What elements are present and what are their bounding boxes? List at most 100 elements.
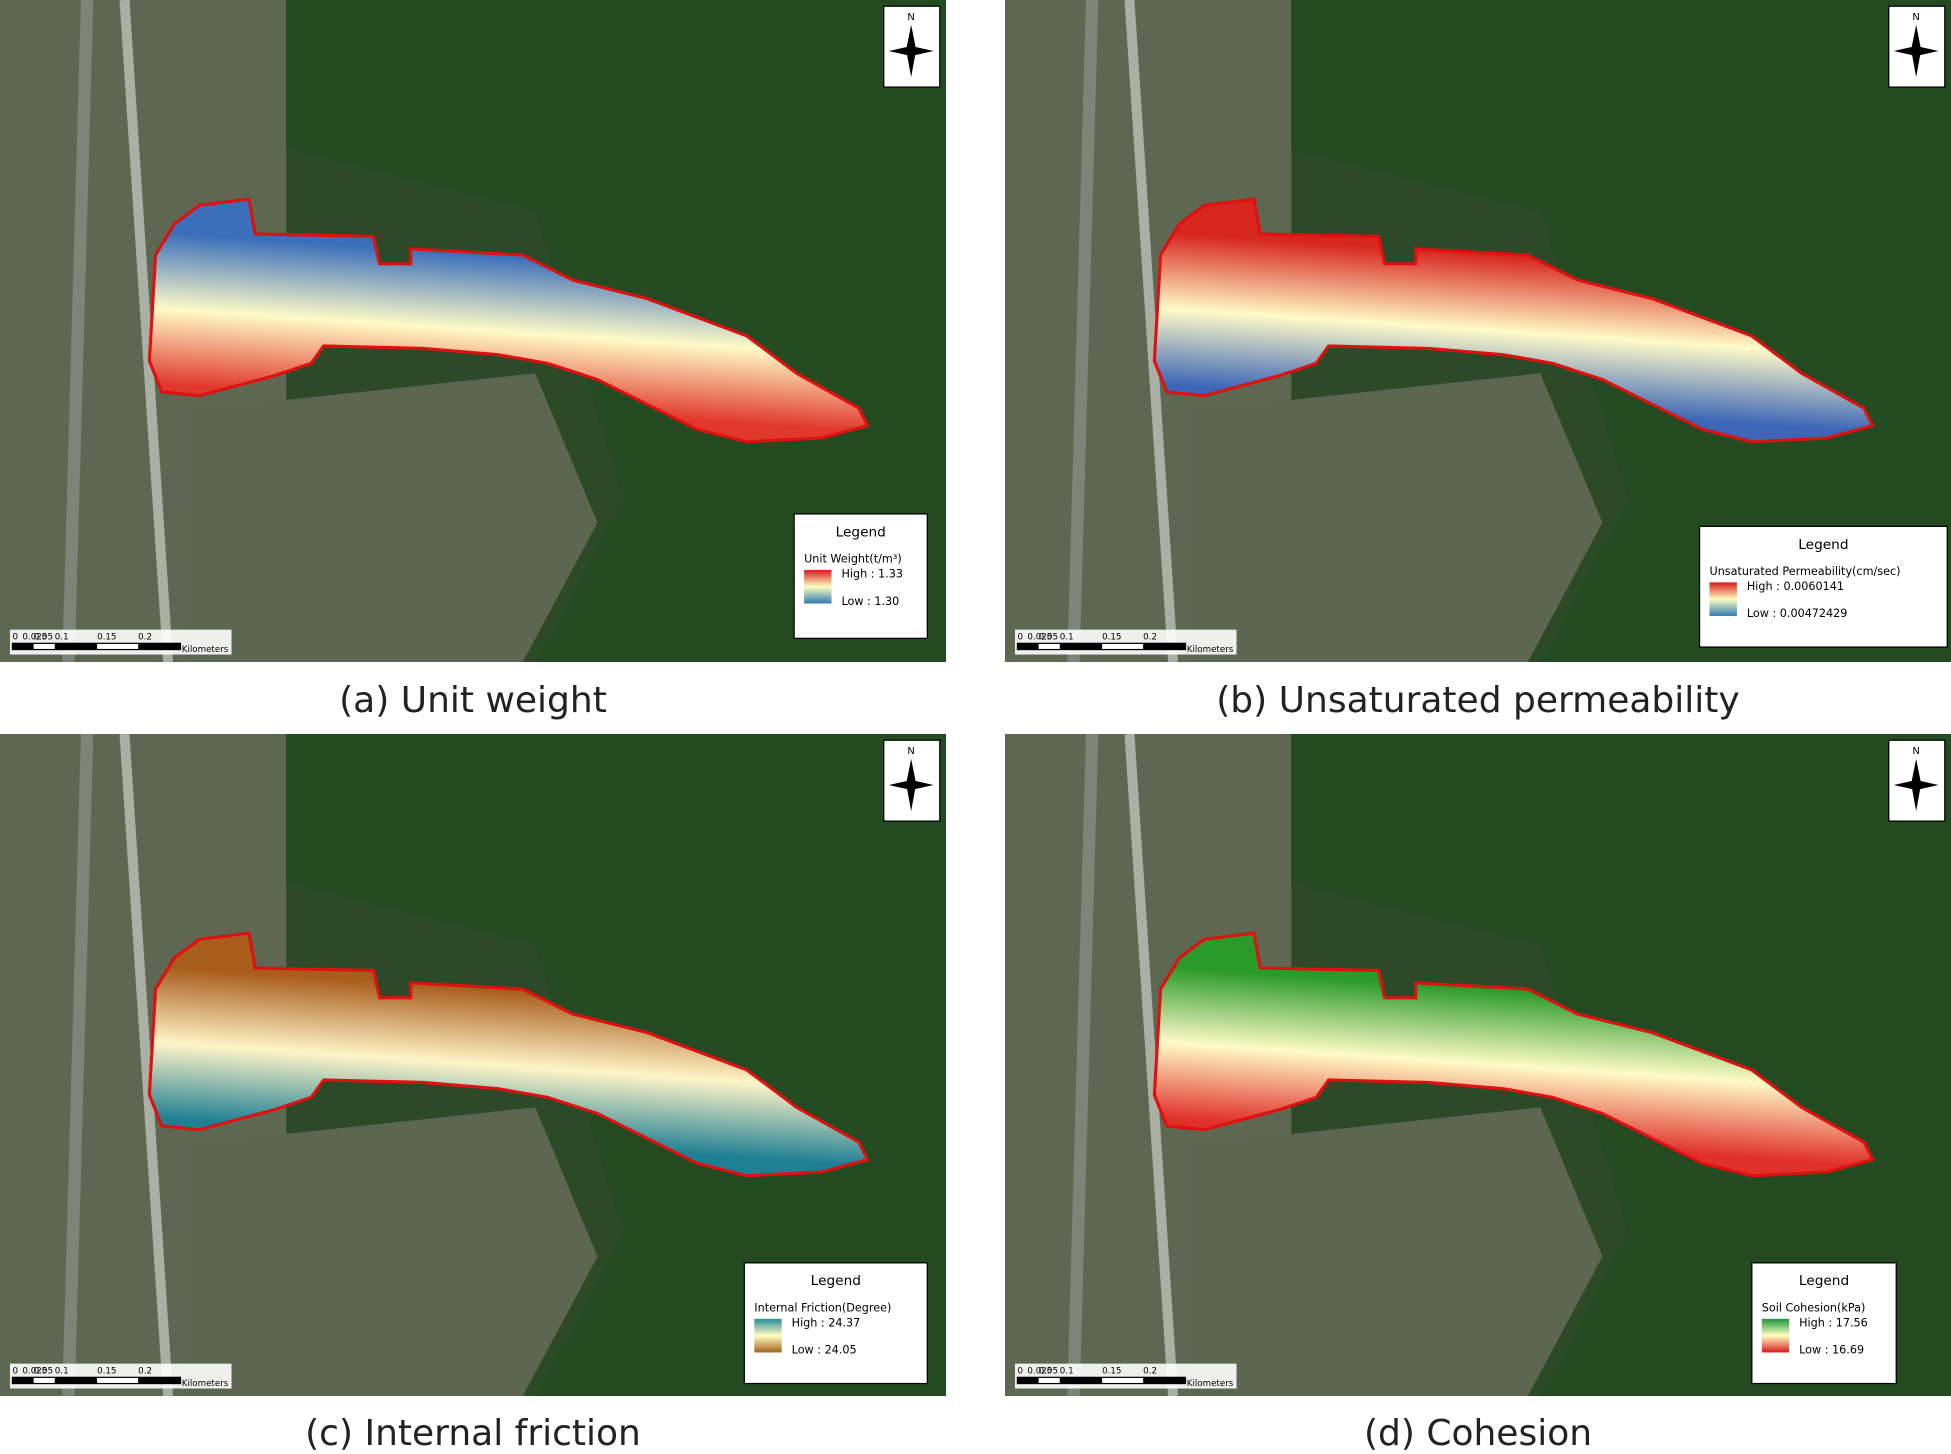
legend-box [1698, 525, 1948, 648]
road [1124, 733, 1179, 1397]
scale-bar [12, 1377, 34, 1384]
legend-ramp [754, 1318, 782, 1353]
scale-bar [54, 1377, 98, 1384]
scale-label: 0.025 [1027, 633, 1052, 643]
legend-low: Low : 1.30 [841, 595, 899, 608]
north-arrow [1893, 24, 1939, 78]
north-label: N [907, 746, 914, 757]
legend-title: Legend [1799, 1273, 1849, 1289]
legend-low: Low : 16.69 [1799, 1344, 1864, 1357]
north-label: N [1912, 746, 1919, 757]
map-panel: N 0 0.025 0.05 0.1 0.15 0.2 Kilometers Legend Soi… [1005, 733, 1951, 1397]
scale-label: 0.15 [97, 633, 116, 643]
scale-bar [1059, 1377, 1103, 1384]
scale-label: 0.2 [138, 633, 152, 643]
legend-title: Legend [836, 524, 886, 540]
scale-bar [1017, 643, 1039, 650]
legend-ramp [1761, 1318, 1790, 1353]
scale-label: 0.1 [55, 633, 69, 643]
scale-label: 0.2 [1143, 1367, 1157, 1377]
scale-label: 0.1 [55, 1367, 69, 1377]
railway [62, 0, 94, 663]
study-area [147, 931, 870, 1178]
legend-title: Legend [1798, 537, 1848, 553]
scale-bar [1143, 1377, 1186, 1384]
scale-bg [9, 1363, 232, 1389]
map-panel: N 0 0.025 0.05 0.1 0.15 0.2 Kilometers Legend Uns… [1005, 0, 1951, 663]
scale-bar [1143, 643, 1186, 650]
scale-label: 0.1 [1060, 633, 1074, 643]
scale-label: 0.025 [1027, 1367, 1052, 1377]
railway [1067, 733, 1099, 1397]
road [1124, 0, 1179, 663]
legend-field: Unsaturated Permeability(cm/sec) [1710, 565, 1901, 578]
north-arrow [888, 24, 934, 78]
north-label: N [907, 12, 914, 23]
scale-label: 0 [1017, 633, 1023, 643]
scale-label: 0.025 [22, 1367, 47, 1377]
legend-field: Internal Friction(Degree) [754, 1301, 891, 1314]
study-area [1152, 931, 1875, 1178]
caption: (b) Unsaturated permeability [1216, 680, 1740, 721]
map-panel: N 0 0.025 0.05 0.1 0.15 0.2 Kilometers Legend Uni… [0, 0, 947, 663]
legend-high: High : 1.33 [841, 567, 903, 580]
legend-ramp [1709, 582, 1737, 616]
legend-field: Soil Cohesion(kPa) [1762, 1301, 1866, 1314]
railway [62, 733, 94, 1397]
scale-label: 0 [1017, 1367, 1023, 1377]
scale-bar [1059, 643, 1103, 650]
caption: (c) Internal friction [305, 1413, 641, 1454]
legend-low: Low : 0.00472429 [1747, 607, 1848, 620]
scale-bar [138, 643, 181, 650]
legend-low: Low : 24.05 [792, 1344, 857, 1357]
north-arrow [888, 758, 934, 812]
scale-unit: Kilometers [1187, 645, 1234, 655]
scale-label: 0 [12, 1367, 18, 1377]
legend-high: High : 0.0060141 [1747, 580, 1844, 593]
village [186, 1107, 598, 1396]
scale-label: 0.05 [34, 1367, 53, 1377]
scale-label: 0.15 [97, 1367, 116, 1377]
scale-label: 0.05 [1039, 1367, 1058, 1377]
scale-label: 0.2 [1143, 633, 1157, 643]
scale-label: 0.2 [138, 1367, 152, 1377]
road [119, 0, 174, 663]
scale-bg [9, 629, 232, 655]
scale-label: 0.025 [22, 633, 47, 643]
caption: (a) Unit weight [339, 680, 607, 721]
village [1191, 1107, 1603, 1396]
road [119, 733, 174, 1397]
legend-box [1751, 1262, 1897, 1385]
legend-field: Unit Weight(t/m³) [804, 552, 902, 565]
study-area [1152, 197, 1875, 444]
scale-label: 0.1 [1060, 1367, 1074, 1377]
scale-label: 0 [12, 633, 18, 643]
caption: (d) Cohesion [1363, 1413, 1593, 1454]
scale-label: 0.05 [34, 633, 53, 643]
scale-label: 0.15 [1102, 633, 1121, 643]
north-label: N [1912, 12, 1919, 23]
scale-bar [54, 643, 98, 650]
village [186, 373, 598, 662]
north-arrow [1893, 758, 1939, 812]
scale-unit: Kilometers [182, 1379, 229, 1389]
scale-unit: Kilometers [182, 645, 229, 655]
map-panel: N 0 0.025 0.05 0.1 0.15 0.2 Kilometers Legend Int… [0, 733, 947, 1397]
railway [1067, 0, 1099, 663]
scale-bg [1014, 1363, 1237, 1389]
scale-bar [138, 1377, 181, 1384]
study-area [147, 197, 870, 444]
legend-ramp [804, 569, 832, 604]
village [1191, 373, 1603, 662]
legend-high: High : 24.37 [792, 1316, 861, 1329]
scale-bar [12, 643, 34, 650]
scale-bg [1014, 629, 1237, 655]
scale-unit: Kilometers [1187, 1379, 1234, 1389]
scale-label: 0.05 [1039, 633, 1058, 643]
legend-high: High : 17.56 [1799, 1316, 1868, 1329]
